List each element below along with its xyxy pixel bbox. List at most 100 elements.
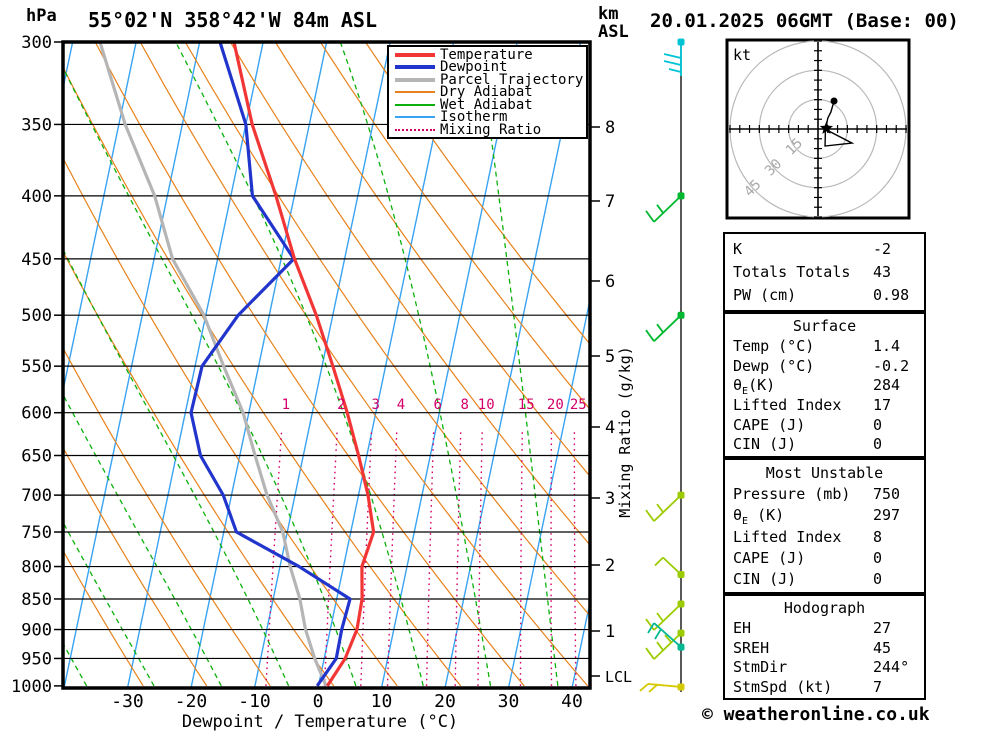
- legend-label: Parcel Trajectory: [440, 71, 584, 88]
- legend-item: Parcel Trajectory: [389, 71, 586, 88]
- stat-row: Pressure (mb) 750: [725, 484, 924, 504]
- stat-row: Dewp (°C) -0.2: [725, 356, 924, 376]
- stat-label: Lifted Index: [733, 396, 842, 415]
- svg-text:1: 1: [605, 622, 615, 642]
- stat-value: 1.4: [873, 337, 901, 355]
- stat-label: SREH: [733, 638, 770, 657]
- svg-text:25: 25: [570, 397, 587, 413]
- svg-text:1: 1: [282, 397, 290, 413]
- svg-text:900: 900: [21, 621, 52, 641]
- stat-label: StmDir: [733, 658, 788, 676]
- x-axis-title: Dewpoint / Temperature (°C): [181, 712, 459, 732]
- svg-text:8: 8: [461, 397, 469, 413]
- svg-text:kt: kt: [733, 46, 751, 64]
- svg-text:400: 400: [21, 187, 52, 207]
- stat-label: StmSpd (kt): [733, 677, 833, 696]
- plot-border: [61, 40, 592, 690]
- svg-text:750: 750: [21, 523, 52, 543]
- stat-row: K -2: [725, 239, 924, 259]
- stat-row: θE (K) 297: [725, 505, 924, 527]
- stat-value: 8: [873, 527, 883, 546]
- svg-text:7: 7: [605, 192, 615, 212]
- stat-value: 750: [873, 485, 901, 504]
- svg-text:10: 10: [371, 691, 393, 712]
- surface-panel: Surface Temp (°C) 1.4 Dewp (°C) -0.2 θE(K) 284…: [723, 312, 926, 458]
- stat-row: CAPE (J) 0: [725, 548, 924, 568]
- stat-value: 45: [873, 638, 892, 657]
- legend-swatch-wet-adiabat: [395, 103, 435, 106]
- svg-text:650: 650: [21, 447, 52, 467]
- svg-text:5: 5: [605, 347, 615, 367]
- mixing-ratio-lines: [265, 430, 577, 686]
- wind-barb: [645, 491, 685, 522]
- stat-row: CIN (J) 0: [725, 434, 924, 454]
- legend-label: Wet Adiabat: [440, 96, 533, 113]
- stat-value: 0.98: [873, 286, 910, 304]
- legend-swatch-parcel-trajectory: [395, 77, 435, 82]
- stat-label: Temp (°C): [733, 337, 815, 355]
- stat-value: 0: [873, 569, 883, 588]
- legend-item: Dewpoint: [389, 60, 586, 74]
- svg-text:15: 15: [518, 397, 535, 413]
- svg-text:1000: 1000: [11, 677, 52, 697]
- legend-swatch-mixing-ratio: [395, 128, 435, 131]
- hodograph-panel: Hodograph EH 27 SREH 45 StmDir 244° StmSpd (kt)…: [723, 594, 926, 700]
- stat-row: CIN (J) 0: [725, 569, 924, 589]
- stat-row: StmDir 244°: [725, 657, 924, 677]
- legend-item: Isotherm: [389, 109, 586, 125]
- legend-swatch-dry-adiabat: [395, 91, 435, 93]
- stat-row: StmSpd (kt) 7: [725, 677, 924, 697]
- panel-title: Hodograph: [783, 599, 866, 617]
- svg-text:8: 8: [605, 118, 615, 138]
- stat-value: 297: [873, 506, 901, 525]
- svg-text:600: 600: [21, 404, 52, 424]
- pressure-axis-labels: 300 350 400 450 500 550 600 650 700 750 800 850 900 9…: [11, 33, 63, 697]
- legend-label: Isotherm: [440, 109, 508, 125]
- svg-text:2: 2: [337, 397, 345, 413]
- station-title: 55°02'N 358°42'W 84m ASL: [88, 8, 377, 32]
- wind-barb: [639, 683, 685, 693]
- svg-text:350: 350: [21, 115, 52, 135]
- stat-value: 27: [873, 619, 892, 637]
- most-unstable-panel: Most Unstable Pressure (mb) 750 θE (K) 297 Li…: [723, 458, 926, 594]
- stat-label: CIN (J): [733, 435, 797, 454]
- wind-barb: [645, 629, 685, 660]
- stat-label: PW (cm): [733, 286, 797, 304]
- legend-item: Wet Adiabat: [389, 96, 586, 113]
- temperature-axis-labels: -30 -20 -10 0 10 20 30 40: [111, 691, 583, 712]
- legend-label: Temperature: [440, 46, 533, 63]
- km-axis-unit: km: [598, 4, 619, 24]
- asl-label: ASL: [598, 22, 629, 42]
- stat-value: 0: [873, 548, 883, 567]
- svg-text:500: 500: [21, 306, 52, 326]
- svg-text:-30: -30: [111, 691, 144, 712]
- legend-box: Temperature Dewpoint Parcel Trajectory Dry …: [387, 45, 588, 139]
- isotherm-lines: [63, 42, 590, 688]
- wind-barb: [645, 311, 685, 342]
- stat-value: 7: [873, 677, 883, 696]
- panel-title: Surface: [792, 317, 857, 335]
- stat-row: PW (cm) 0.98: [725, 285, 924, 305]
- stat-row: EH 27: [725, 618, 924, 638]
- temperature-curve: [232, 42, 376, 687]
- stat-label: Lifted Index: [733, 527, 842, 546]
- svg-text:950: 950: [21, 649, 52, 669]
- stat-value: 0: [873, 415, 883, 434]
- panel-title: Most Unstable: [765, 464, 884, 483]
- stat-row: Lifted Index 8: [725, 527, 924, 547]
- stat-value: 0: [873, 435, 883, 454]
- stat-row: CAPE (J) 0: [725, 415, 924, 435]
- stat-row: Lifted Index 17: [725, 395, 924, 415]
- stat-row: SREH 45: [725, 638, 924, 658]
- stat-label: Totals Totals: [733, 263, 851, 281]
- svg-text:850: 850: [21, 590, 52, 610]
- svg-text:10: 10: [478, 397, 495, 413]
- svg-text:300: 300: [21, 33, 52, 53]
- stat-row: Temp (°C) 1.4: [725, 336, 924, 356]
- stat-label: EH: [733, 619, 752, 637]
- legend-item: Temperature: [389, 46, 586, 63]
- stat-row: θE(K) 284: [725, 375, 924, 397]
- stat-label: Pressure (mb): [733, 485, 851, 504]
